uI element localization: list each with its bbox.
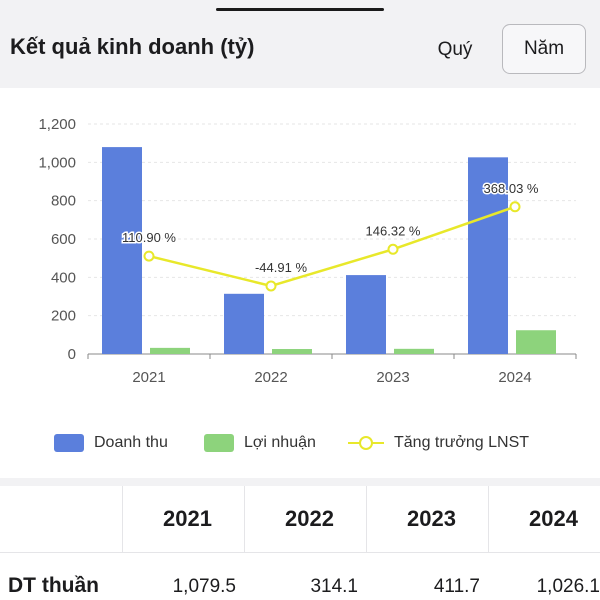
business-results-chart: 0 200 400 600 800 1,000 1,200 2021 2022 2023 2024 1… (38, 116, 577, 386)
legend-swatch-revenue (54, 434, 84, 452)
x-tick-label: 2023 (376, 369, 409, 386)
section-divider (0, 478, 600, 486)
row-label-net-revenue: DT thuần (8, 574, 99, 597)
column-divider (244, 486, 245, 552)
table-header-2021: 2021 (163, 506, 212, 531)
legend-swatch-profit (204, 434, 234, 452)
y-tick-label: 800 (51, 193, 76, 210)
bar-profit-2024 (516, 330, 556, 354)
bar-revenue-2022 (224, 293, 264, 354)
table-cell: 411.7 (433, 576, 480, 597)
bar-profit-2021 (150, 347, 190, 354)
growth-label-2024: 368.03 % (484, 181, 539, 196)
growth-point-2024 (509, 201, 521, 213)
growth-label-2023: 146.32 % (366, 223, 421, 238)
x-tick-label: 2021 (132, 369, 165, 386)
column-divider (366, 486, 367, 552)
column-divider (122, 486, 123, 552)
legend-label-growth: Tăng trưởng LNST (394, 434, 530, 451)
tab-quarter[interactable]: Quý (437, 39, 473, 60)
drag-handle[interactable] (216, 8, 384, 11)
growth-label-2021: 110.90 % (122, 230, 176, 245)
table-header-2022: 2022 (285, 506, 334, 531)
y-tick-label: 1,200 (38, 116, 76, 133)
table-cell: 1,079.5 (172, 576, 236, 597)
y-tick-label: 0 (68, 346, 76, 363)
tab-year[interactable]: Năm (502, 24, 586, 74)
bar-profit-2023 (394, 348, 434, 354)
growth-line (148, 205, 516, 288)
growth-point-2021 (143, 250, 155, 262)
legend-label-profit: Lợi nhuận (244, 434, 316, 451)
legend-item-revenue[interactable]: Doanh thu (54, 428, 168, 458)
row-divider (0, 552, 600, 553)
y-tick-label: 600 (51, 231, 76, 248)
table-header-2024: 2024 (529, 506, 578, 531)
bar-revenue-2021 (102, 147, 142, 354)
chart-panel: 0 200 400 600 800 1,000 1,200 2021 2022 2023 2024 1… (0, 88, 600, 478)
table-cell: 1,026.1 (536, 576, 600, 597)
growth-point-2023 (387, 243, 399, 255)
y-tick-label: 1,000 (38, 154, 76, 171)
chart-legend: Doanh thu Lợi nhuận Tăng trưởng LNST (0, 428, 600, 458)
legend-label-revenue: Doanh thu (94, 434, 168, 451)
growth-point-2022 (265, 280, 277, 292)
table-header-2023: 2023 (407, 506, 456, 531)
legend-item-profit[interactable]: Lợi nhuận (204, 428, 316, 458)
x-tick-label: 2022 (254, 369, 287, 386)
header-bar: Kết quả kinh doanh (tỷ) Quý Năm (0, 0, 600, 88)
page-title: Kết quả kinh doanh (tỷ) (10, 34, 255, 59)
x-tick-label: 2024 (498, 369, 531, 386)
growth-label-2022: -44.91 % (255, 260, 307, 275)
y-tick-label: 400 (51, 269, 76, 286)
bar-profit-2022 (272, 349, 312, 354)
bar-revenue-2023 (346, 275, 386, 354)
bar-revenue-2024 (468, 157, 508, 354)
legend-swatch-growth (348, 434, 384, 452)
y-tick-label: 200 (51, 308, 76, 325)
column-divider (488, 486, 489, 552)
table-cell: 314.1 (310, 576, 358, 597)
financial-table: 2021 2022 2023 2024 DT thuần 1,079.5 314… (0, 478, 600, 600)
legend-item-growth[interactable]: Tăng trưởng LNST (348, 428, 529, 458)
